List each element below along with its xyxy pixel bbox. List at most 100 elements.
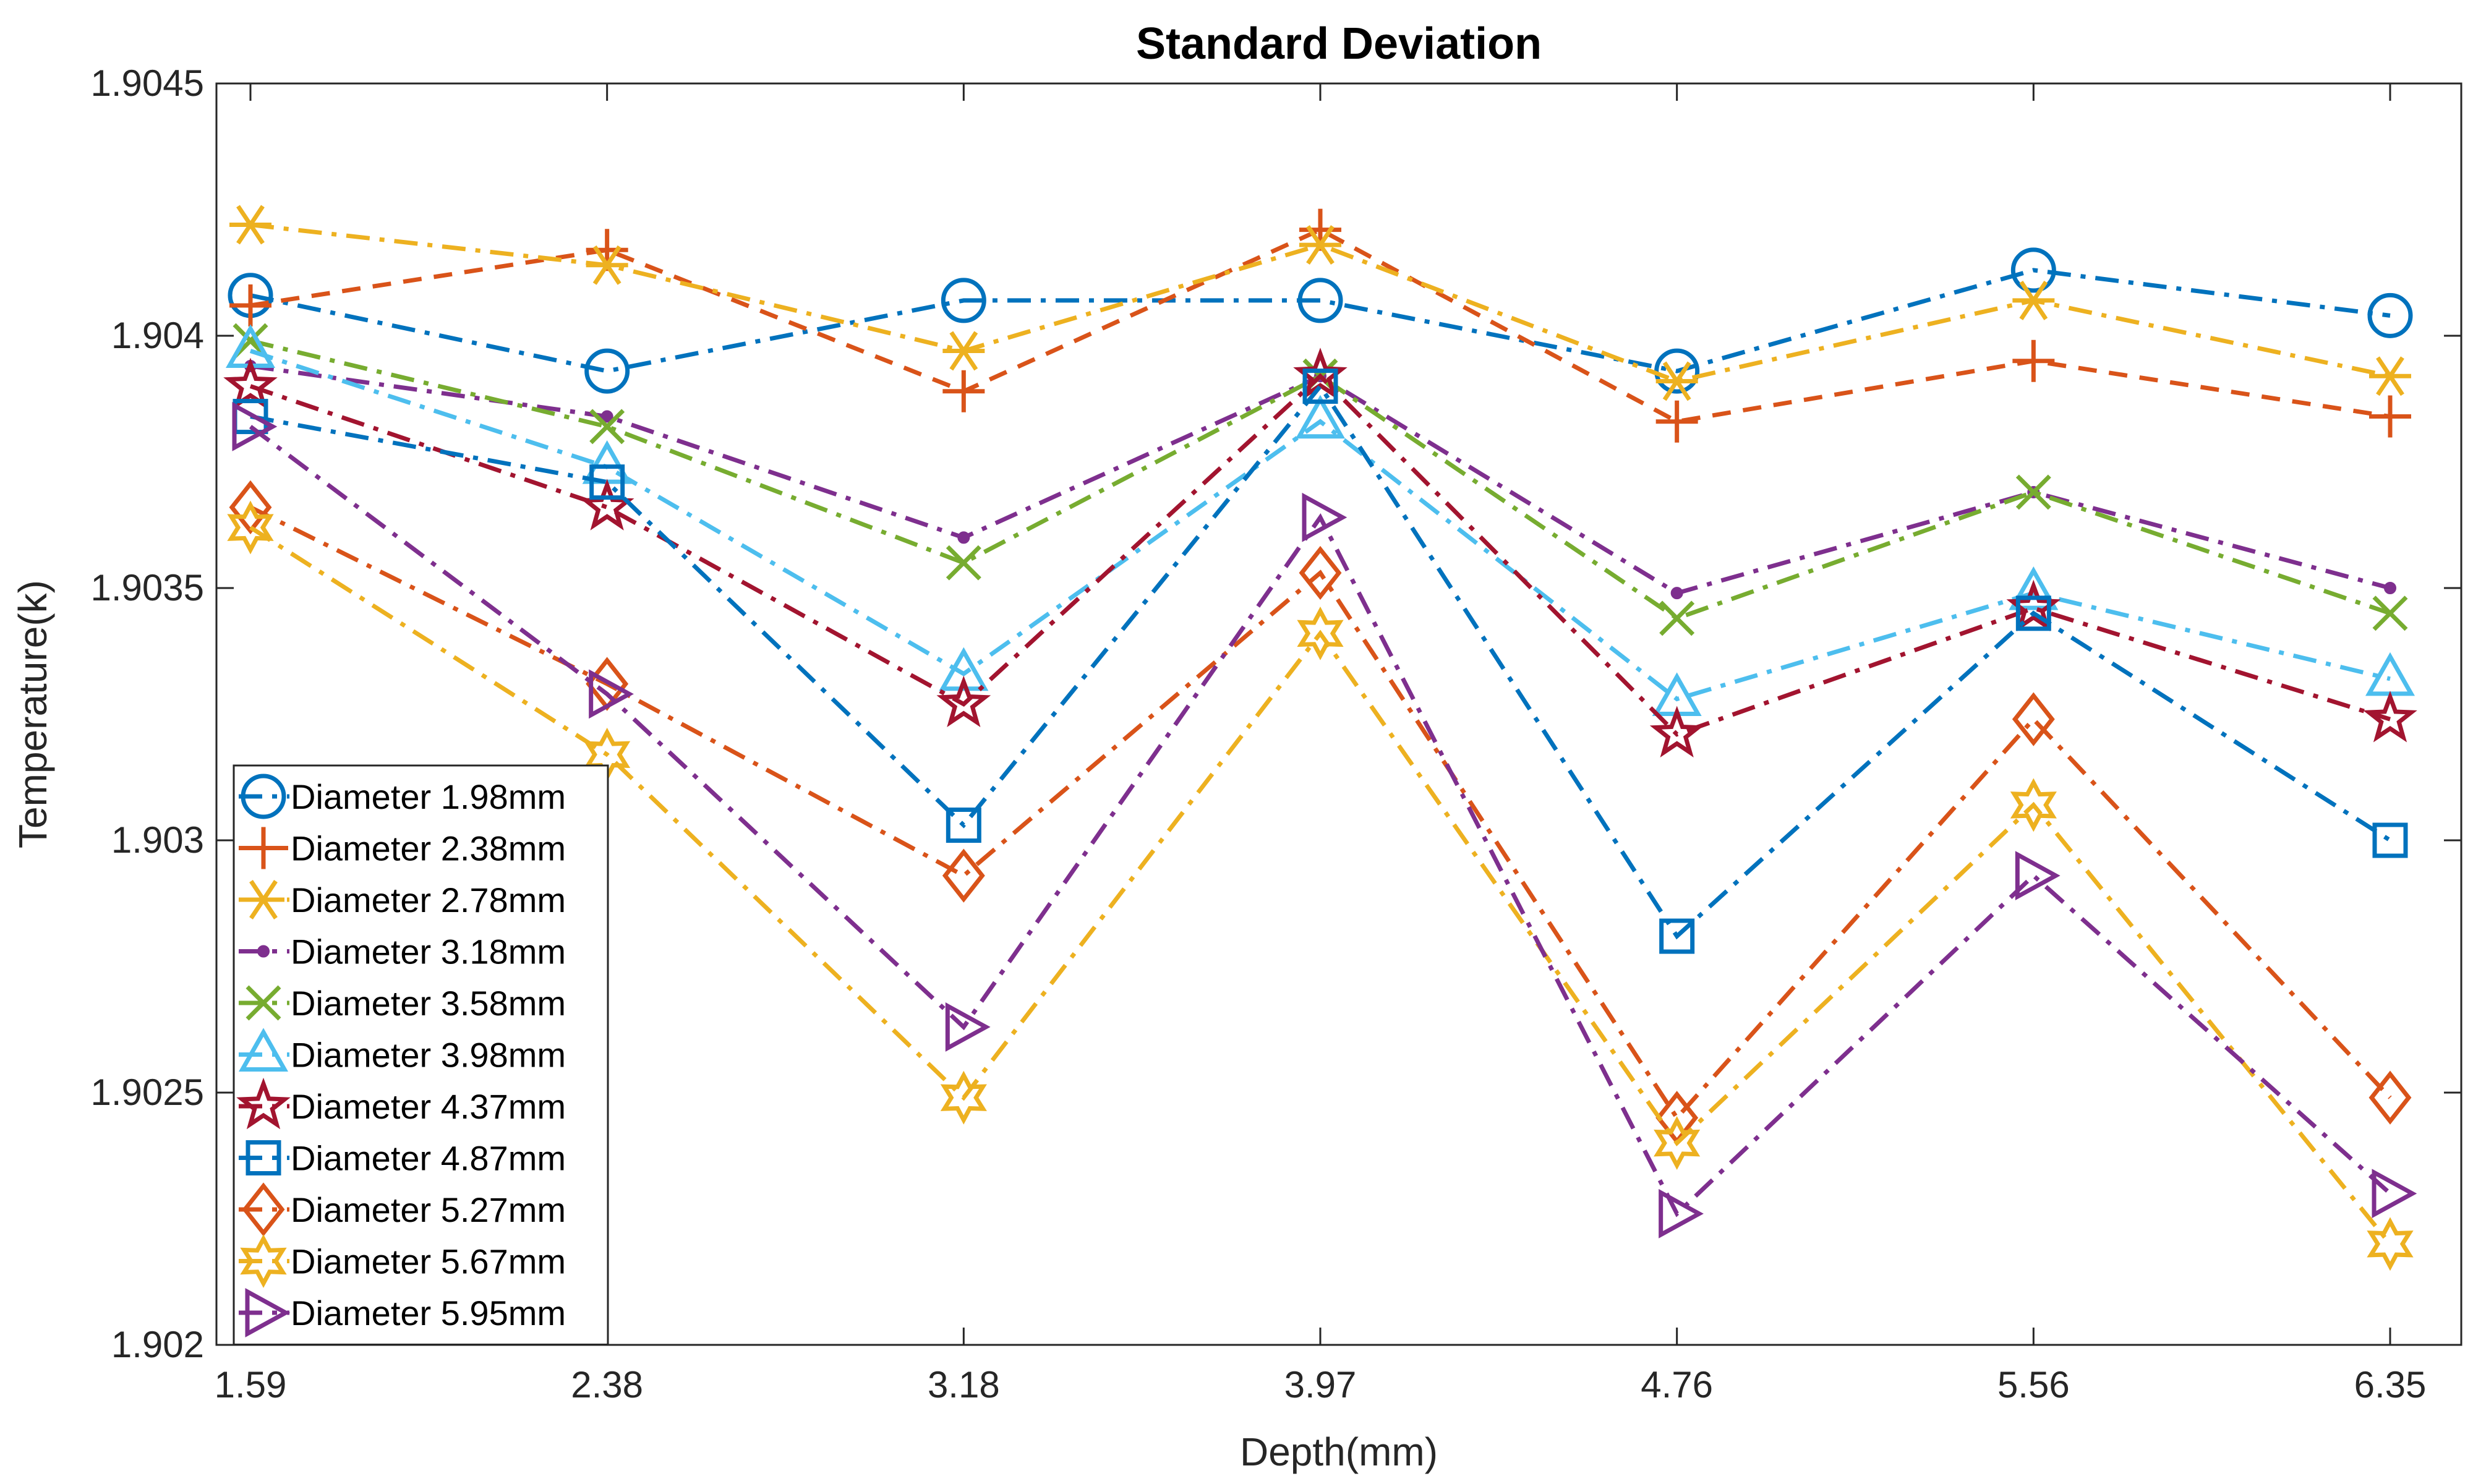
data-point: [941, 278, 986, 323]
x-tick-label: 3.97: [1284, 1364, 1357, 1405]
data-point: [1299, 225, 1341, 265]
y-axis: 1.902 1.9025 1.903 1.9035 1.904 1.9045: [90, 62, 2461, 1365]
data-point: [2010, 778, 2057, 832]
data-point: [229, 480, 272, 535]
legend-label: Diameter 3.98mm: [291, 1036, 566, 1075]
data-point: [957, 531, 970, 544]
data-point: [2369, 395, 2411, 438]
data-point: [1655, 361, 1698, 401]
data-point: [1659, 918, 1695, 954]
legend-label: Diameter 5.95mm: [291, 1294, 566, 1333]
legend: Diameter 1.98mm Diameter 2.38mm Diameter 2…: [233, 764, 609, 1345]
series-2: [229, 208, 2411, 443]
legend-label: Diameter 5.27mm: [291, 1190, 566, 1229]
data-point: [936, 675, 991, 727]
x-tick-label: 5.56: [1997, 1364, 2070, 1405]
legend-marker: [246, 985, 281, 1021]
data-point: [1659, 600, 1695, 636]
legend-marker: [240, 1234, 287, 1288]
legend-label: Diameter 5.67mm: [291, 1242, 566, 1281]
data-point: [584, 348, 630, 394]
legend-marker: [236, 1077, 291, 1130]
legend-label: Diameter 4.87mm: [291, 1139, 566, 1178]
data-point: [1659, 1188, 1704, 1239]
data-point: [1654, 1116, 1701, 1171]
data-point: [945, 1002, 991, 1052]
series-10: [227, 500, 2414, 1271]
data-point: [2012, 339, 2055, 382]
x-tick-label: 2.38: [571, 1364, 643, 1405]
data-point: [946, 545, 981, 581]
data-point: [229, 284, 271, 327]
legend-item: Diameter 5.27mm: [239, 1182, 566, 1237]
data-point: [232, 401, 278, 451]
legend-item: Diameter 5.67mm: [239, 1234, 566, 1288]
data-point: [2372, 595, 2408, 631]
data-point: [1297, 278, 1343, 323]
series-3: [229, 205, 2411, 401]
legend-item: Diameter 1.98mm: [239, 774, 566, 819]
y-tick-label: 1.9025: [90, 1072, 204, 1113]
series-line: [249, 526, 2392, 1246]
legend-marker: [238, 1028, 289, 1072]
data-point: [1297, 606, 1344, 660]
data-point: [2372, 822, 2408, 858]
y-tick-label: 1.902: [111, 1324, 204, 1365]
data-point: [2015, 851, 2061, 901]
data-point: [1295, 394, 1346, 439]
data-point: [2367, 292, 2413, 338]
data-point: [589, 464, 625, 500]
data-point: [1302, 369, 1338, 404]
data-point: [1655, 400, 1698, 443]
y-axis-label: Temperature(k): [11, 580, 55, 848]
data-point: [589, 409, 625, 445]
legend-marker: [245, 1288, 291, 1337]
data-point: [2012, 692, 2055, 746]
data-point: [1302, 492, 1348, 542]
data-point: [1649, 706, 1704, 758]
y-tick-label: 1.9035: [90, 567, 204, 608]
series-line: [250, 268, 2391, 373]
series-line: [250, 382, 2391, 940]
legend-marker: [241, 774, 286, 819]
series-1: [228, 247, 2413, 394]
data-point: [942, 331, 985, 371]
data-point: [2384, 582, 2396, 594]
y-tick-label: 1.903: [111, 819, 204, 861]
x-tick-label: 3.18: [928, 1364, 1000, 1405]
legend-label: Diameter 1.98mm: [291, 777, 566, 816]
legend-item: Diameter 5.95mm: [239, 1288, 566, 1337]
series-layer: [223, 205, 2417, 1271]
legend-label: Diameter 4.37mm: [291, 1087, 566, 1126]
legend-label: Diameter 2.78mm: [291, 881, 566, 919]
x-axis: 1.59 2.38 3.18 3.97 4.76 5.56 6.35: [215, 83, 2427, 1405]
legend-item: Diameter 2.78mm: [239, 880, 566, 919]
x-tick-label: 6.35: [2354, 1364, 2427, 1405]
legend-marker: [257, 945, 270, 958]
y-tick-label: 1.904: [111, 315, 204, 356]
data-point: [2363, 691, 2417, 743]
legend-item: Diameter 3.58mm: [239, 984, 566, 1023]
y-tick-label: 1.9045: [90, 62, 204, 104]
chart-title: Standard Deviation: [1136, 19, 1542, 69]
legend-marker: [242, 1182, 285, 1237]
data-point: [2012, 280, 2055, 320]
data-point: [586, 245, 628, 285]
data-point: [2015, 474, 2051, 510]
data-point: [2009, 566, 2059, 610]
data-point: [229, 205, 271, 245]
legend-item: Diameter 3.18mm: [239, 932, 566, 971]
legend-label: Diameter 3.58mm: [291, 984, 566, 1023]
data-point: [942, 848, 985, 903]
data-point: [2010, 247, 2056, 293]
series-line: [249, 373, 2391, 737]
series-11: [232, 401, 2417, 1239]
legend-item: Diameter 2.38mm: [239, 827, 566, 869]
series-8: [233, 369, 2408, 954]
data-point: [1670, 587, 1683, 600]
data-point: [2015, 595, 2051, 631]
data-point: [2369, 356, 2411, 396]
data-point: [227, 500, 274, 555]
legend-item: Diameter 4.37mm: [236, 1077, 566, 1130]
data-point: [600, 410, 613, 423]
